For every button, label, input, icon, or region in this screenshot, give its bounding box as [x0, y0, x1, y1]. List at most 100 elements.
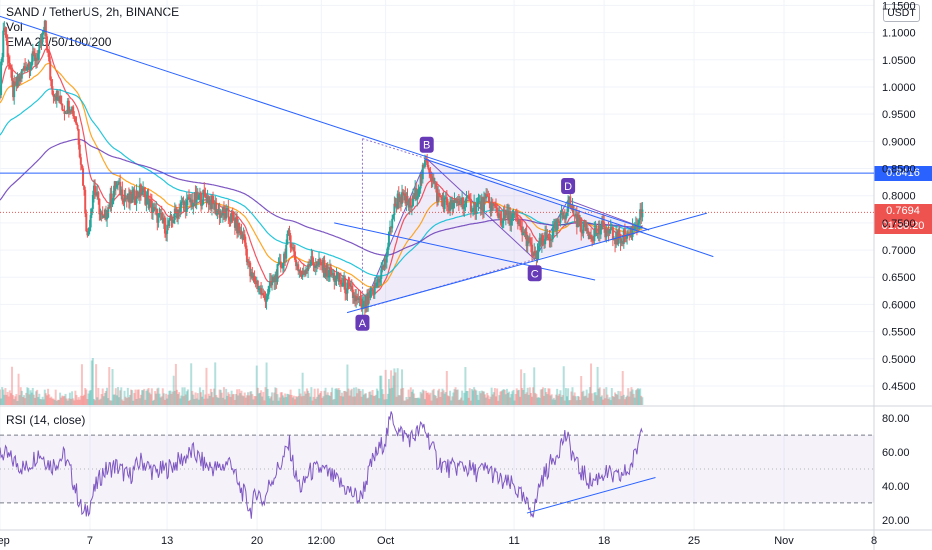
candle-body — [626, 233, 629, 239]
volume-bar — [338, 390, 341, 405]
volume-bar — [592, 400, 595, 405]
candle-body — [579, 217, 582, 227]
candle-body — [108, 207, 111, 209]
candle-body — [141, 192, 144, 195]
volume-bar — [597, 388, 600, 405]
candle-body — [271, 282, 274, 286]
candle-body — [137, 196, 140, 198]
candle-body — [15, 82, 18, 86]
volume-bar — [585, 389, 588, 405]
candle-body — [284, 253, 287, 259]
volume-bar — [36, 389, 39, 405]
candle-body — [632, 225, 635, 230]
volume-bar — [628, 396, 631, 405]
candle-body — [228, 217, 231, 221]
volume-bar — [387, 379, 390, 405]
volume-bar — [273, 392, 276, 405]
volume-bar — [271, 392, 274, 405]
volume-bar — [377, 390, 380, 405]
candle-body — [25, 67, 28, 71]
candle-body — [290, 247, 293, 249]
candle-body — [182, 201, 185, 205]
candle-body — [488, 197, 491, 204]
candle-body — [275, 274, 278, 282]
candle-body — [541, 235, 544, 241]
volume-bar — [226, 395, 229, 405]
candle-body — [436, 187, 438, 202]
volume-bar — [139, 394, 142, 405]
candle-body — [311, 256, 314, 263]
candle-body — [352, 295, 355, 298]
candle-body — [74, 117, 77, 122]
candle-body — [145, 197, 148, 205]
candle-body — [545, 232, 548, 238]
candle-body — [354, 295, 357, 302]
volume-bar — [381, 389, 384, 405]
volume-bar — [431, 390, 434, 405]
candle-body — [481, 197, 484, 212]
candle-body — [251, 272, 254, 278]
candle-body — [39, 39, 42, 44]
volume-bar — [545, 392, 548, 405]
volume-indicator-label[interactable]: Vol — [6, 20, 23, 34]
candle-body — [500, 217, 503, 224]
volume-bar — [473, 387, 476, 405]
candle-body — [30, 61, 33, 67]
candle-body — [391, 218, 394, 229]
volume-bar — [239, 393, 242, 405]
volume-bar — [215, 395, 218, 405]
candle-body — [84, 189, 87, 214]
volume-bar — [482, 391, 485, 405]
candle-body — [331, 274, 334, 276]
candle-body — [384, 258, 387, 263]
candle-body — [440, 196, 443, 201]
currency-selector[interactable]: USDT — [883, 4, 920, 22]
volume-bar — [507, 392, 510, 405]
volume-bar — [304, 393, 307, 405]
candle-body — [350, 285, 353, 290]
candle-body — [47, 50, 50, 53]
volume-bar — [234, 394, 237, 405]
volume-bar — [363, 393, 366, 405]
price-tick-label: 0.9500 — [882, 109, 916, 121]
volume-bar — [40, 399, 43, 405]
volume-bar — [477, 399, 480, 405]
candle-body — [78, 144, 81, 158]
candle-body — [303, 274, 306, 276]
volume-bar — [346, 364, 349, 405]
candle-body — [127, 193, 130, 203]
candle-body — [162, 217, 165, 224]
candle-body — [479, 201, 482, 209]
volume-bar — [453, 389, 456, 405]
candle-body — [44, 20, 47, 37]
volume-bar — [32, 394, 35, 405]
candle-body — [516, 217, 519, 225]
volume-bar — [603, 388, 606, 405]
candle-body — [232, 214, 235, 221]
volume-bar — [214, 362, 217, 405]
volume-bar — [196, 393, 199, 405]
volume-bar — [321, 397, 324, 405]
candle-body — [6, 40, 9, 57]
candle-body — [68, 110, 71, 113]
candle-body — [116, 184, 119, 186]
volume-bar — [16, 400, 19, 405]
volume-bar — [564, 388, 567, 405]
candle-body — [598, 225, 601, 235]
candle-body — [550, 239, 553, 241]
candle-body — [205, 196, 208, 203]
candle-body — [173, 208, 176, 220]
volume-bar — [558, 393, 561, 405]
candle-body — [505, 210, 508, 216]
volume-bar — [313, 388, 316, 405]
candle-body — [191, 199, 194, 207]
volume-bar — [200, 392, 203, 405]
candle-body — [452, 202, 455, 209]
candle-body — [106, 217, 109, 220]
symbol-title[interactable]: SAND / TetherUS, 2h, BINANCE — [6, 5, 180, 19]
candle-body — [583, 220, 586, 225]
candle-body — [113, 181, 116, 191]
candle-body — [18, 75, 21, 82]
rsi-indicator-label[interactable]: RSI (14, close) — [6, 413, 86, 427]
